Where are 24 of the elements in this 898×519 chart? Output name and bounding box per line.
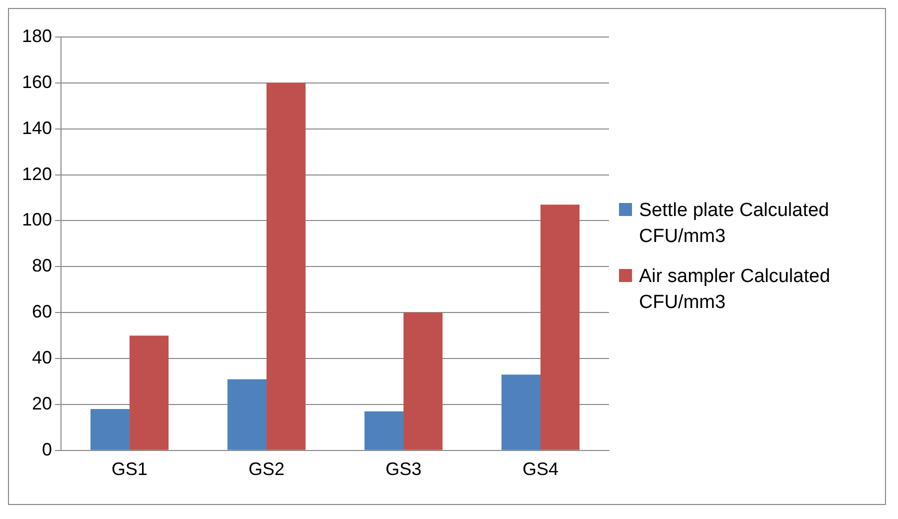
y-tick-label: 20: [32, 393, 52, 414]
y-tick-label: 40: [32, 348, 52, 368]
bar: [404, 312, 443, 450]
bar: [540, 204, 580, 450]
y-tick-label: 180: [22, 26, 52, 46]
x-tick-label: GS4: [522, 459, 559, 480]
legend-label: Settle plate Calculated CFU/mm3: [639, 198, 830, 248]
y-tick-label: 120: [22, 164, 52, 184]
x-tick-label: GS3: [385, 459, 422, 480]
bar: [266, 82, 306, 450]
bar: [364, 411, 404, 450]
bar: [90, 409, 130, 450]
y-tick-label: 0: [42, 439, 52, 460]
x-tick-label: GS1: [112, 459, 148, 480]
bar: [130, 336, 169, 450]
y-tick-label: 60: [32, 302, 52, 322]
x-tick-label: GS2: [248, 459, 285, 480]
y-tick-label: 140: [22, 118, 52, 138]
y-tick-label: 80: [32, 256, 52, 276]
bar: [501, 374, 541, 450]
y-tick-label: 100: [22, 210, 52, 230]
y-tick-label: 160: [22, 72, 52, 92]
legend-label: Air sampler Calculated CFU/mm3: [639, 264, 832, 314]
bar: [227, 379, 267, 450]
